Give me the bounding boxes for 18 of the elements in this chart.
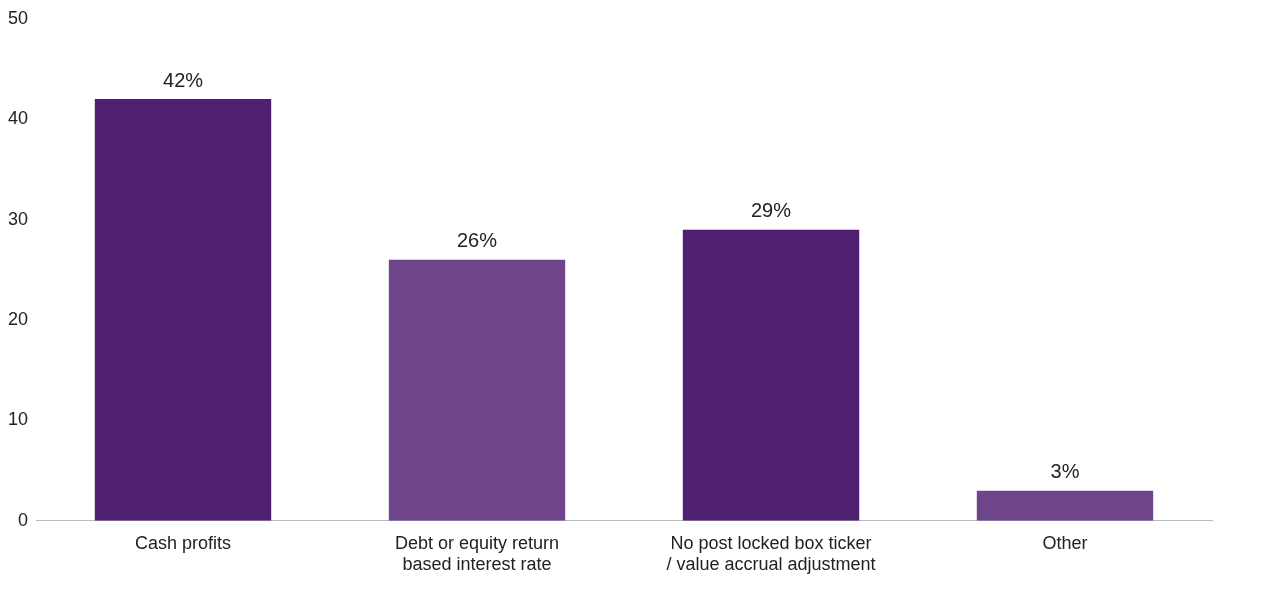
data-label: 26% — [457, 229, 498, 252]
data-label: 3% — [1050, 460, 1080, 483]
y-tick-label: 30 — [7, 208, 29, 229]
y-tick-label: 10 — [7, 409, 29, 430]
y-tick-label: 0 — [18, 509, 29, 530]
y-tick-label: 40 — [7, 108, 29, 129]
data-label: 29% — [750, 199, 792, 222]
x-tick-label: No post locked box ticker / value accrual adjustment — [666, 532, 876, 575]
x-tick-label: Other — [1042, 532, 1088, 553]
y-tick-label: 50 — [7, 7, 29, 28]
bar — [976, 490, 1154, 521]
bar — [388, 259, 566, 521]
x-tick-label: Debt or equity return based interest rate — [394, 532, 560, 575]
bar — [94, 99, 272, 521]
x-tick-label: Cash profits — [135, 532, 232, 553]
bar — [682, 229, 860, 521]
y-tick-label: 20 — [7, 308, 29, 329]
data-label: 42% — [163, 68, 204, 91]
